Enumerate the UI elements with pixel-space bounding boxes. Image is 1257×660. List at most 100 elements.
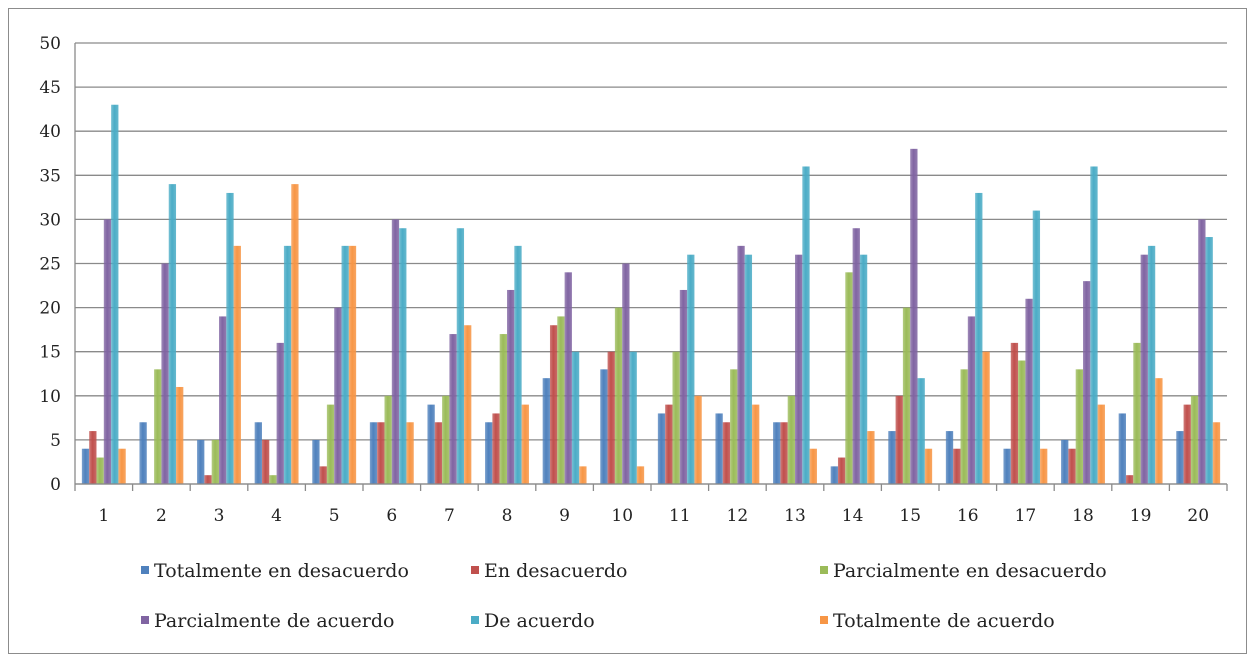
bar bbox=[521, 404, 529, 484]
bar bbox=[1068, 448, 1076, 484]
bar bbox=[283, 245, 292, 484]
bar bbox=[1212, 422, 1221, 484]
y-tick-label: 30 bbox=[39, 210, 61, 230]
bar bbox=[967, 316, 976, 484]
legend-swatch bbox=[141, 566, 149, 574]
y-tick-label: 20 bbox=[39, 299, 61, 319]
y-tick-label: 5 bbox=[50, 431, 61, 451]
gridlines bbox=[75, 42, 1227, 485]
x-tick-label: 11 bbox=[669, 506, 691, 526]
x-tick-label: 9 bbox=[559, 506, 570, 526]
legend-label: En desacuerdo bbox=[484, 560, 627, 582]
x-tick-label: 6 bbox=[386, 506, 397, 526]
bar bbox=[111, 104, 119, 485]
bar bbox=[1040, 448, 1048, 484]
bar bbox=[1183, 404, 1191, 484]
bar bbox=[802, 166, 810, 485]
bar bbox=[852, 228, 860, 484]
legend-label: De acuerdo bbox=[484, 610, 595, 632]
bar bbox=[1032, 210, 1041, 484]
bar bbox=[1147, 245, 1156, 484]
bar bbox=[204, 475, 212, 484]
x-tick-label: 5 bbox=[329, 506, 340, 526]
bar bbox=[888, 431, 896, 484]
bar bbox=[449, 334, 457, 484]
bar bbox=[161, 263, 169, 484]
bar bbox=[1075, 369, 1083, 484]
bar bbox=[1125, 475, 1134, 484]
legend-label: Parcialmente de acuerdo bbox=[154, 610, 394, 632]
bar bbox=[687, 254, 695, 484]
bar bbox=[89, 431, 97, 484]
bar bbox=[910, 148, 918, 484]
bar bbox=[442, 395, 450, 484]
bar bbox=[1176, 431, 1184, 484]
x-tick-label: 7 bbox=[444, 506, 455, 526]
bar bbox=[1083, 281, 1091, 484]
bar bbox=[1097, 404, 1105, 484]
bar bbox=[377, 422, 385, 484]
bar bbox=[549, 325, 558, 484]
bar bbox=[427, 404, 435, 484]
bar bbox=[1018, 360, 1026, 484]
bar bbox=[507, 289, 515, 484]
legend-swatch bbox=[471, 616, 479, 624]
bar bbox=[629, 351, 637, 484]
bar bbox=[982, 351, 990, 484]
bar bbox=[607, 351, 615, 484]
y-tick-label: 15 bbox=[39, 343, 61, 363]
x-tick-label: 20 bbox=[1187, 506, 1209, 526]
bar bbox=[1003, 448, 1011, 484]
bar bbox=[291, 184, 299, 484]
bar bbox=[830, 466, 838, 484]
bar bbox=[139, 422, 147, 484]
bar bbox=[542, 378, 550, 484]
bar bbox=[254, 422, 262, 484]
bar bbox=[809, 448, 817, 484]
bar bbox=[1133, 342, 1141, 484]
bar bbox=[917, 378, 925, 484]
bar bbox=[600, 369, 608, 484]
bar bbox=[391, 219, 400, 484]
legend-swatch bbox=[141, 616, 149, 624]
x-tick-label: 12 bbox=[727, 506, 749, 526]
bar bbox=[924, 448, 933, 484]
bar bbox=[1190, 395, 1199, 484]
bar bbox=[722, 422, 731, 484]
bar bbox=[679, 289, 688, 484]
bar bbox=[787, 395, 795, 484]
x-tick-label: 18 bbox=[1072, 506, 1094, 526]
bar bbox=[1090, 166, 1098, 485]
bar bbox=[226, 192, 234, 484]
bar bbox=[694, 395, 702, 484]
legend-label: Totalmente de acuerdo bbox=[833, 610, 1055, 632]
bar bbox=[197, 439, 205, 484]
x-tick-label: 19 bbox=[1130, 506, 1152, 526]
bar bbox=[773, 422, 781, 484]
bar bbox=[499, 334, 507, 484]
bar bbox=[464, 325, 472, 484]
bar bbox=[579, 466, 587, 484]
x-tick-label: 16 bbox=[957, 506, 979, 526]
legend-swatch bbox=[820, 566, 828, 574]
bar bbox=[614, 307, 623, 484]
legend-swatch bbox=[820, 616, 828, 624]
bar bbox=[1155, 378, 1163, 484]
x-tick-label: 4 bbox=[271, 506, 282, 526]
bar bbox=[1205, 237, 1213, 484]
bar bbox=[845, 272, 853, 484]
bar bbox=[657, 413, 666, 484]
bar bbox=[1061, 439, 1069, 484]
bar bbox=[902, 307, 911, 484]
bar bbox=[276, 342, 284, 484]
bar bbox=[399, 228, 407, 484]
bar bbox=[557, 316, 565, 484]
bar bbox=[1025, 298, 1033, 484]
bar bbox=[485, 422, 493, 484]
bar bbox=[752, 404, 760, 484]
bar bbox=[269, 475, 277, 484]
bar bbox=[945, 431, 954, 484]
bar bbox=[837, 457, 846, 484]
x-tick-label: 1 bbox=[98, 506, 109, 526]
